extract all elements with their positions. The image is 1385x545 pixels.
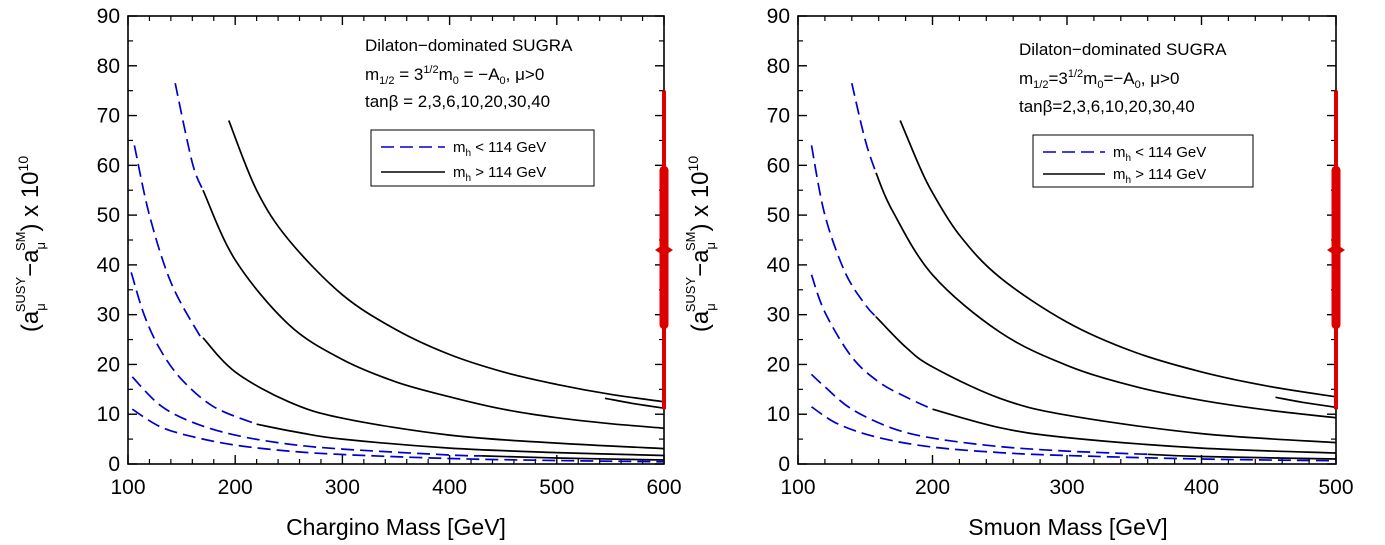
curve-above-114	[481, 455, 665, 461]
annotation-line3: tanβ=2,3,6,10,20,30,40	[1019, 97, 1195, 116]
x-axis-title: Chargino Mass [GeV]	[286, 514, 506, 540]
legend-box	[1032, 134, 1254, 188]
y-tick-label: 40	[97, 254, 120, 277]
y-tick-label: 90	[767, 5, 790, 28]
curve-below-114	[133, 145, 204, 339]
y-tick-label: 50	[767, 204, 790, 227]
curve-below-114	[131, 408, 665, 463]
y-tick-label: 0	[778, 453, 790, 476]
y-tick-label: 50	[97, 204, 120, 227]
curve-above-114	[256, 423, 665, 457]
x-tick-label: 300	[325, 476, 360, 499]
curve-below-114	[810, 145, 877, 318]
curves	[130, 83, 665, 463]
annotation-line2: m1/2=31/2m0=−A0, μ>0	[1019, 68, 1179, 91]
curve-below-114	[130, 272, 257, 425]
curve-above-114	[202, 337, 665, 450]
annotation-line2: m1/2 = 31/2m0 = −A0, μ>0	[365, 64, 544, 87]
y-tick-label: 30	[767, 304, 790, 327]
annotation: Dilaton−dominated SUGRA m1/2=31/2m0=−A0,…	[1019, 40, 1227, 116]
curve-above-114	[202, 189, 665, 430]
measurement-bar	[1327, 90, 1345, 410]
curve-above-114	[932, 408, 1337, 454]
curve-above-114	[875, 172, 1337, 419]
curve-above-114	[604, 397, 665, 410]
y-tick-label: 10	[767, 403, 790, 426]
y-axis-title: (aμSUSY−aμSM) x 1010	[13, 156, 48, 332]
y-axis-title: (aμSUSY−aμSM) x 1010	[683, 156, 718, 332]
y-tick-label: 80	[97, 55, 120, 78]
annotation-line1: Dilaton−dominated SUGRA	[1019, 40, 1227, 59]
legend: mh < 114 GeV mh > 114 GeV	[370, 129, 595, 187]
x-tick-label: 100	[780, 476, 815, 499]
legend-label-solid: mh > 114 GeV	[453, 164, 546, 184]
measurement-center-marker	[1327, 243, 1345, 256]
y-tick-label: 60	[97, 154, 120, 177]
y-tick-label: 40	[767, 254, 790, 277]
x-axis-title: Smuon Mass [GeV]	[968, 514, 1167, 540]
x-tick-label: 500	[539, 476, 574, 499]
x-tick-labels: 100 200 300 400 500 600	[110, 476, 681, 499]
x-tick-label: 400	[1184, 476, 1219, 499]
curve-below-114	[850, 83, 877, 174]
y-tick-label: 30	[97, 304, 120, 327]
x-tick-label: 300	[1049, 476, 1084, 499]
annotation-line1: Dilaton−dominated SUGRA	[365, 36, 573, 55]
y-tick-label: 20	[767, 353, 790, 376]
x-tick-labels: 100 200 300 400 500	[780, 476, 1353, 499]
y-tick-label: 0	[108, 453, 120, 476]
annotation: Dilaton−dominated SUGRA m1/2 = 31/2m0 = …	[365, 36, 573, 111]
axis-ticks	[797, 15, 1337, 465]
y-tick-label: 20	[97, 353, 120, 376]
x-tick-label: 100	[110, 476, 145, 499]
curve-below-114	[174, 83, 204, 191]
chargino-panel: 100 200 300 400 500 600 0 10 20 30 40 50 60 70 80 90 C…	[13, 5, 682, 540]
y-tick-labels: 0 10 20 30 40 50 60 70 80 90	[97, 5, 120, 476]
legend-label-solid: mh > 114 GeV	[1113, 166, 1206, 186]
curve-above-114	[899, 120, 1337, 398]
curve-below-114	[810, 373, 1148, 456]
curve-above-114	[874, 315, 1337, 444]
x-tick-label: 400	[432, 476, 467, 499]
curve-above-114	[1275, 396, 1337, 409]
legend-box	[370, 129, 595, 187]
legend: mh < 114 GeV mh > 114 GeV	[1032, 134, 1254, 188]
y-tick-label: 80	[767, 55, 790, 78]
y-tick-labels: 0 10 20 30 40 50 60 70 80 90	[767, 5, 790, 476]
smuon-panel: 100 200 300 400 500 0 10 20 30 40 50 60 70 80 90 Smuo…	[683, 5, 1354, 540]
curve-below-114	[811, 406, 1337, 462]
legend-label-dashed: mh < 114 GeV	[1113, 144, 1206, 164]
y-tick-label: 60	[767, 154, 790, 177]
y-tick-label: 10	[97, 403, 120, 426]
axis-ticks	[127, 15, 665, 465]
y-tick-label: 90	[97, 5, 120, 28]
x-tick-label: 200	[218, 476, 253, 499]
annotation-line3: tanβ = 2,3,6,10,20,30,40	[365, 92, 550, 111]
legend-label-dashed: mh < 114 GeV	[453, 139, 546, 159]
curve-below-114	[810, 274, 933, 410]
measurement-bar	[655, 90, 673, 410]
curve-above-114	[228, 120, 665, 403]
measurement-center-marker	[655, 243, 673, 256]
curves	[810, 83, 1337, 462]
curve-below-114	[131, 376, 482, 457]
y-tick-label: 70	[97, 105, 120, 128]
y-tick-label: 70	[767, 105, 790, 128]
x-tick-label: 600	[646, 476, 681, 499]
x-tick-label: 200	[915, 476, 950, 499]
x-tick-label: 500	[1318, 476, 1353, 499]
curve-above-114	[1147, 453, 1337, 460]
